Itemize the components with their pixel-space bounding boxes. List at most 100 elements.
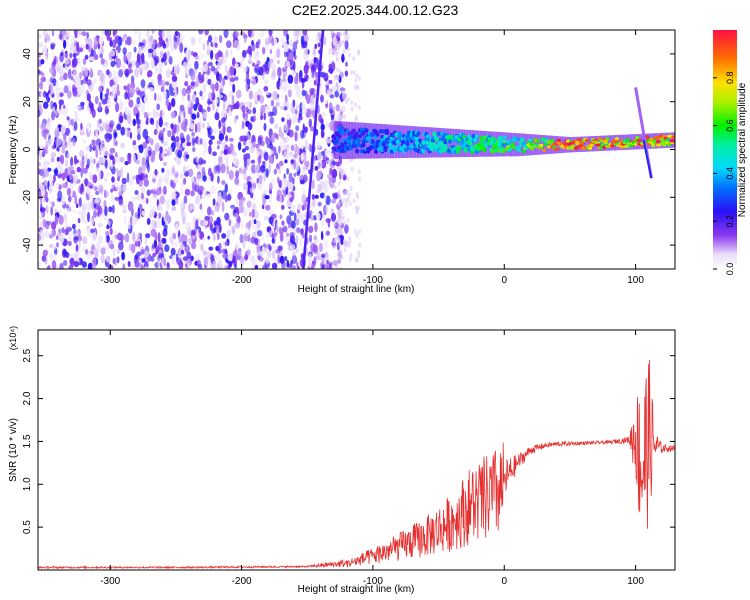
noise-mark (286, 112, 291, 121)
noise-mark (207, 100, 213, 105)
noise-mark (38, 42, 43, 48)
noise-mark (242, 148, 246, 153)
noise-mark (74, 34, 78, 39)
noise-mark (306, 94, 311, 105)
noise-mark (286, 33, 289, 42)
noise-mark (328, 67, 333, 74)
noise-mark (335, 265, 339, 269)
noise-mark (184, 68, 190, 77)
noise-mark (354, 229, 358, 235)
noise-mark (178, 172, 185, 180)
noise-mark (239, 233, 244, 244)
signal-band-mark (548, 141, 554, 145)
noise-mark (235, 115, 239, 120)
noise-mark (88, 100, 92, 109)
noise-mark (344, 35, 348, 41)
y-tick-label: 0.5 (22, 520, 33, 534)
noise-mark (211, 209, 214, 216)
noise-mark (115, 151, 118, 158)
noise-mark (50, 89, 54, 95)
noise-mark (58, 215, 64, 225)
noise-mark (214, 112, 220, 121)
noise-mark (131, 196, 137, 201)
noise-mark (191, 131, 195, 137)
noise-mark (354, 102, 357, 108)
noise-mark (119, 115, 124, 124)
noise-mark (186, 251, 192, 259)
noise-mark (226, 40, 232, 49)
noise-mark (137, 213, 141, 219)
noise-mark (210, 135, 215, 140)
noise-mark (293, 172, 297, 177)
signal-band-mark (570, 144, 576, 148)
noise-mark (116, 256, 120, 264)
noise-mark (310, 214, 314, 221)
noise-mark (55, 86, 59, 92)
y-tick-label: 1.5 (22, 434, 33, 448)
noise-mark (300, 35, 305, 45)
noise-mark (161, 79, 165, 90)
noise-mark (63, 212, 68, 222)
noise-mark (196, 138, 200, 145)
noise-mark (253, 256, 256, 265)
noise-mark (243, 172, 247, 178)
noise-mark (50, 157, 55, 163)
noise-mark (358, 229, 362, 235)
noise-mark (61, 30, 67, 36)
noise-mark (73, 251, 79, 259)
noise-mark (336, 75, 340, 81)
colorbar-gradient (713, 30, 737, 269)
noise-mark (56, 147, 60, 152)
noise-mark (317, 201, 322, 207)
noise-mark (245, 221, 251, 229)
noise-mark (123, 54, 127, 64)
noise-mark (140, 186, 146, 193)
signal-band-mark (562, 142, 568, 146)
noise-mark (85, 43, 90, 50)
noise-mark (211, 228, 216, 234)
noise-mark (286, 232, 289, 237)
noise-mark (57, 61, 61, 69)
noise-mark (338, 40, 342, 48)
noise-mark (223, 30, 229, 39)
noise-mark (104, 236, 108, 244)
noise-mark (293, 159, 296, 170)
noise-mark (310, 65, 317, 75)
signal-band-mark (527, 138, 534, 142)
noise-mark (195, 195, 200, 205)
noise-mark (279, 84, 284, 91)
noise-mark (246, 70, 250, 80)
noise-mark (38, 150, 43, 161)
signal-band-mark (370, 132, 376, 137)
x-tick-label: -300 (100, 576, 120, 587)
noise-mark (332, 260, 339, 267)
noise-mark (144, 149, 149, 158)
noise-mark (252, 141, 256, 148)
noise-mark (257, 136, 262, 146)
noise-mark (260, 165, 266, 173)
noise-mark (118, 199, 124, 206)
noise-mark (98, 171, 102, 181)
noise-mark (145, 233, 151, 239)
noise-mark (268, 34, 274, 44)
noise-mark (315, 35, 320, 43)
noise-mark (103, 189, 107, 199)
noise-mark (281, 220, 285, 226)
noise-mark (92, 231, 97, 241)
signal-band-mark (587, 146, 594, 150)
noise-mark (348, 192, 351, 198)
noise-mark (80, 66, 86, 71)
noise-mark (92, 140, 98, 151)
noise-mark (162, 149, 168, 154)
noise-mark (164, 199, 170, 204)
noise-mark (59, 234, 65, 244)
noise-mark (53, 168, 59, 175)
noise-mark (90, 228, 95, 234)
noise-mark (105, 230, 110, 237)
noise-mark (141, 210, 145, 216)
noise-mark (276, 222, 280, 230)
noise-mark (333, 193, 338, 200)
noise-mark (79, 149, 85, 158)
noise-mark (54, 126, 60, 131)
noise-mark (225, 135, 229, 142)
